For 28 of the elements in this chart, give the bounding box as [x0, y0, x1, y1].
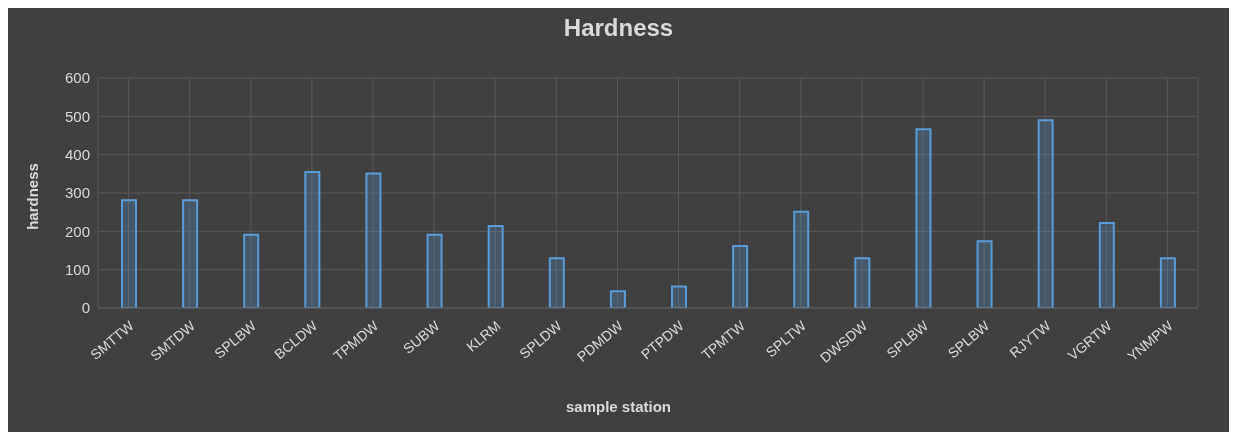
chart-title: Hardness: [562, 14, 675, 42]
x-axis-title: sample station: [565, 398, 672, 415]
bar: [915, 128, 932, 308]
y-tick-label: 0: [81, 299, 90, 317]
y-tick-label: 100: [64, 260, 90, 278]
bar: [365, 172, 382, 308]
bar: [609, 290, 626, 308]
bar: [243, 233, 260, 308]
bar: [426, 233, 443, 308]
y-tick-label: 200: [64, 222, 90, 240]
bar: [976, 240, 993, 308]
y-axis-title: hardness: [23, 162, 41, 232]
bar: [304, 170, 321, 308]
bar: [182, 199, 199, 308]
bar: [671, 285, 687, 308]
y-tick-label: 400: [64, 145, 90, 163]
bar: [854, 257, 871, 308]
bar: [1037, 119, 1054, 308]
bar: [793, 210, 810, 308]
bar: [548, 257, 565, 308]
y-tick-label: 600: [64, 69, 90, 87]
bar: [1098, 221, 1115, 308]
y-tick-label: 500: [64, 107, 90, 125]
bar: [1159, 257, 1176, 308]
bar: [121, 199, 137, 308]
y-tick-label: 300: [64, 184, 90, 202]
bar: [487, 224, 504, 308]
bar: [732, 244, 749, 308]
